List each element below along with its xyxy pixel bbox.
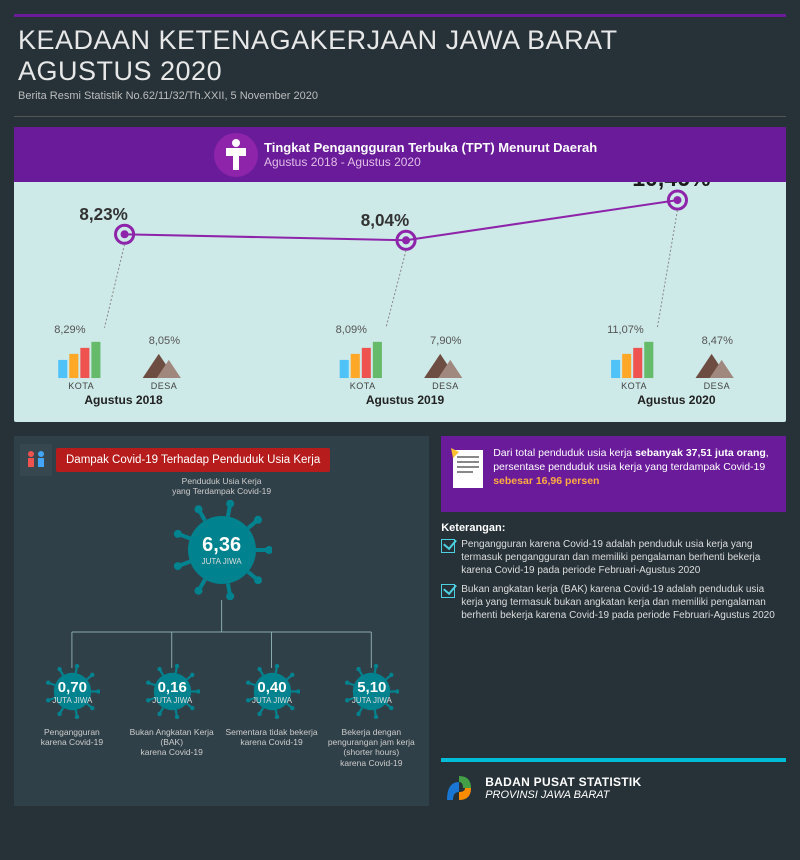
subtitle: Berita Resmi Statistik No.62/11/32/Th.XX… [18, 90, 782, 102]
ket-item-0: Pengangguran karena Covid-19 adalah pend… [441, 538, 786, 577]
lower-row: Dampak Covid-19 Terhadap Penduduk Usia K… [14, 436, 786, 806]
info-t1: Dari total penduduk usia kerja [493, 447, 632, 459]
svg-text:KOTA: KOTA [68, 381, 94, 391]
svg-text:8,05%: 8,05% [149, 335, 181, 347]
document-icon [449, 446, 487, 492]
svg-text:DESA: DESA [704, 381, 731, 391]
svg-text:Agustus 2018: Agustus 2018 [84, 393, 163, 407]
banner-subtitle: Agustus 2018 - Agustus 2020 [264, 155, 597, 169]
svg-text:DESA: DESA [432, 381, 459, 391]
info-t2: sebanyak 37,51 juta orang [635, 447, 766, 459]
covid-impact-box: Dampak Covid-19 Terhadap Penduduk Usia K… [14, 436, 429, 806]
svg-text:8,23%: 8,23% [79, 205, 127, 224]
svg-text:7,90%: 7,90% [430, 335, 462, 347]
svg-text:8,47%: 8,47% [702, 335, 734, 347]
title-line-2: AGUSTUS 2020 [18, 56, 782, 87]
check-icon [441, 584, 455, 598]
svg-text:KOTA: KOTA [621, 381, 647, 391]
tpt-chart-card: Tingkat Pengangguran Terbuka (TPT) Menur… [14, 127, 786, 422]
info-box: Dari total penduduk usia kerja sebanyak … [441, 436, 786, 512]
covid-diagram: Penduduk Usia Kerjayang Terdampak Covid-… [22, 472, 421, 782]
ket-item-1: Bukan angkatan kerja (BAK) karena Covid-… [441, 583, 786, 622]
title-line-1: KEADAAN KETENAGAKERJAAN JAWA BARAT [18, 25, 782, 56]
divider [14, 116, 786, 117]
svg-text:Agustus 2020: Agustus 2020 [637, 393, 716, 407]
footer-org2: PROVINSI JAWA BARAT [485, 789, 641, 801]
svg-text:Agustus 2019: Agustus 2019 [366, 393, 445, 407]
person-sign-icon [214, 133, 258, 177]
keterangan-title: Keterangan: [441, 522, 786, 534]
svg-text:8,29%: 8,29% [54, 324, 86, 336]
header: KEADAAN KETENAGAKERJAAN JAWA BARAT AGUST… [14, 14, 786, 112]
footer: BADAN PUSAT STATISTIK PROVINSI JAWA BARA… [441, 758, 786, 806]
info-t3: persentase penduduk usia kerja yang terd… [493, 461, 765, 473]
covid-banner-text: Dampak Covid-19 Terhadap Penduduk Usia K… [66, 454, 320, 466]
banner-text: Tingkat Pengangguran Terbuka (TPT) Menur… [264, 140, 597, 169]
svg-text:10,46%: 10,46% [632, 182, 710, 191]
right-column: Dari total penduduk usia kerja sebanyak … [441, 436, 786, 806]
tpt-chart-svg: 8,23% 8,04% 10,46% 8,29% 8,05% KOTA DESA Agust… [14, 182, 786, 423]
svg-text:KOTA: KOTA [350, 381, 376, 391]
svg-text:11,07%: 11,07% [607, 324, 644, 336]
chart-banner: Tingkat Pengangguran Terbuka (TPT) Menur… [14, 127, 786, 182]
page: KEADAAN KETENAGAKERJAAN JAWA BARAT AGUST… [0, 0, 800, 860]
svg-text:8,09%: 8,09% [336, 324, 368, 336]
keterangan: Keterangan: Pengangguran karena Covid-19… [441, 522, 786, 628]
footer-org1: BADAN PUSAT STATISTIK [485, 775, 641, 789]
covid-banner: Dampak Covid-19 Terhadap Penduduk Usia K… [56, 448, 330, 472]
bps-logo-icon [441, 770, 477, 806]
footer-text: BADAN PUSAT STATISTIK PROVINSI JAWA BARA… [485, 775, 641, 801]
banner-title: Tingkat Pengangguran Terbuka (TPT) Menur… [264, 140, 597, 155]
svg-text:8,04%: 8,04% [361, 211, 409, 230]
check-icon [441, 539, 455, 553]
info-t4: sebesar 16,96 persen [493, 475, 599, 487]
svg-text:DESA: DESA [151, 381, 178, 391]
